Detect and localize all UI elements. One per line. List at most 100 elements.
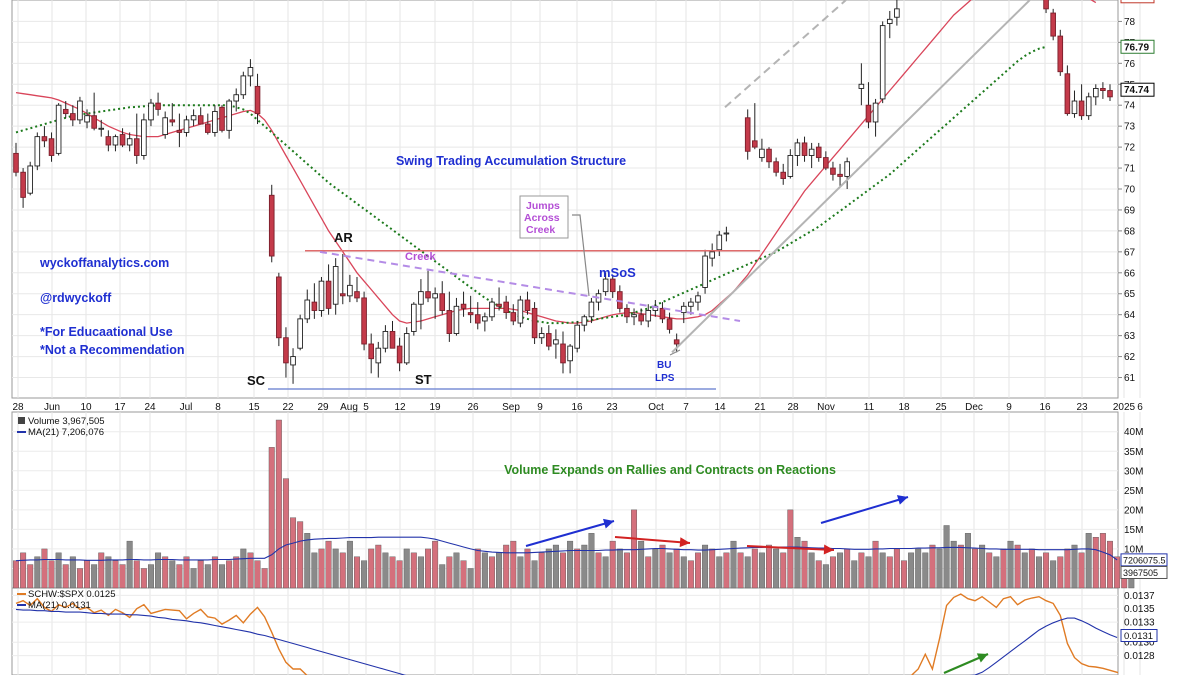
x-tick-label: 15: [248, 402, 260, 413]
volume-bar: [872, 540, 879, 589]
candle-body: [389, 330, 396, 349]
x-tick-label: 23: [1076, 402, 1088, 413]
jumps-label-line1: Jumps: [526, 200, 560, 212]
price-tick-label: 70: [1124, 185, 1136, 196]
ratio-panel: 0.0137 0.0135 0.0133 0.0130 0.0128 0.0131: [12, 591, 1158, 675]
volume-bar: [1021, 552, 1028, 589]
volume-bar: [893, 548, 900, 589]
volume-bar: [922, 552, 929, 589]
volume-bar: [432, 540, 439, 589]
candle-body: [496, 303, 502, 307]
x-tick-label: Dec: [965, 402, 983, 413]
volume-bar: [446, 556, 453, 589]
ratio-tick-label: 0.0133: [1124, 618, 1155, 629]
volume-bar: [62, 564, 69, 589]
candle-body: [311, 301, 318, 311]
price-tick-label: 66: [1124, 268, 1136, 279]
volume-bar: [84, 560, 91, 589]
volume-bar: [346, 540, 353, 589]
candle-body: [723, 232, 730, 235]
price-tick-label: 72: [1124, 143, 1136, 154]
x-tick-label: 5: [363, 402, 369, 413]
candle-body: [844, 161, 850, 177]
volume-bar: [76, 568, 83, 589]
volume-bar: [616, 548, 623, 589]
volume-bar: [879, 552, 886, 589]
axis-layer: 28 Jun 10 17 24 Jul 8 15 22 29 Aug 5 12 19 26 Sep 9 16 23 O…: [12, 0, 1155, 413]
disclaimer-recommendation: *Not a Recommendation: [40, 343, 184, 357]
candle-body: [283, 337, 289, 364]
candle-body: [425, 291, 431, 299]
ar-label: AR: [334, 230, 353, 245]
volume-bar: [673, 548, 680, 589]
candle-body: [709, 251, 715, 259]
volume-bar: [737, 552, 744, 589]
x-tick-label: 24: [144, 402, 156, 413]
volume-tick-label: 15M: [1124, 525, 1143, 536]
volume-bar: [226, 560, 233, 589]
candle-body: [375, 347, 382, 364]
price-tick-label: 65: [1124, 289, 1136, 300]
volume-bar: [112, 560, 119, 589]
candle-body: [645, 310, 652, 322]
candle-body: [1071, 100, 1078, 115]
candle-body: [339, 293, 346, 297]
volume-bar: [1028, 548, 1035, 589]
x-tick-label: Aug: [340, 402, 358, 413]
volume-bar: [1064, 548, 1071, 589]
price-tick-label: 67: [1124, 247, 1136, 258]
candle-body: [631, 314, 637, 318]
candle-body: [538, 333, 545, 339]
ratio-arrow-head: [976, 653, 988, 663]
volume-bar: [1014, 544, 1021, 589]
x-tick-label: 9: [537, 402, 543, 413]
candle-body: [766, 148, 772, 163]
candle-body: [169, 119, 176, 123]
candle-body: [659, 307, 666, 320]
volume-bar: [27, 564, 34, 589]
volume-tick-label: 35M: [1124, 447, 1143, 458]
volume-bar: [979, 544, 986, 589]
jumps-label-line2: Across: [524, 212, 560, 224]
candle-body: [34, 136, 41, 167]
volume-ma-tag: 7206075.5: [1123, 555, 1166, 565]
volume-bar: [268, 447, 275, 589]
volume-bar: [716, 556, 723, 589]
candle-body: [567, 345, 573, 362]
volume-bar: [936, 548, 943, 589]
candle-body: [148, 102, 154, 121]
ratio-legend: SCHW:$SPX 0.0125: [28, 589, 115, 600]
x-tick-label: 26: [467, 402, 479, 413]
candle-body: [418, 291, 424, 305]
green-moving-average-line: [15, 45, 1047, 325]
candle-body: [240, 75, 247, 96]
callout-pointer: [572, 214, 590, 297]
volume-bar: [602, 556, 609, 589]
candle-body: [396, 345, 403, 364]
candle-body: [517, 299, 524, 324]
volume-bar: [1057, 556, 1064, 589]
volume-bar: [176, 564, 183, 589]
candle-body: [474, 314, 481, 324]
candle-body: [268, 194, 275, 257]
volume-bar: [219, 564, 225, 589]
x-tick-label: 17: [114, 402, 126, 413]
candle-body: [680, 305, 687, 314]
volume-bar: [197, 560, 204, 589]
volume-bar: [645, 556, 652, 589]
volume-bar: [950, 540, 957, 589]
candle-body: [197, 115, 204, 125]
volume-bar: [1050, 560, 1057, 589]
x-tick-label: 6: [1137, 402, 1143, 413]
downtrend-line: [319, 250, 741, 322]
volume-bar: [169, 560, 176, 589]
candle-body: [531, 307, 538, 339]
x-tick-label: Jul: [180, 402, 193, 413]
volume-bar: [993, 556, 1000, 589]
volume-bar: [666, 552, 673, 589]
candle-body: [133, 138, 140, 156]
sc-label: SC: [247, 373, 266, 388]
candle-body: [773, 161, 779, 173]
price-tick-label: 71: [1124, 164, 1136, 175]
volume-ma-line: [15, 536, 1118, 562]
